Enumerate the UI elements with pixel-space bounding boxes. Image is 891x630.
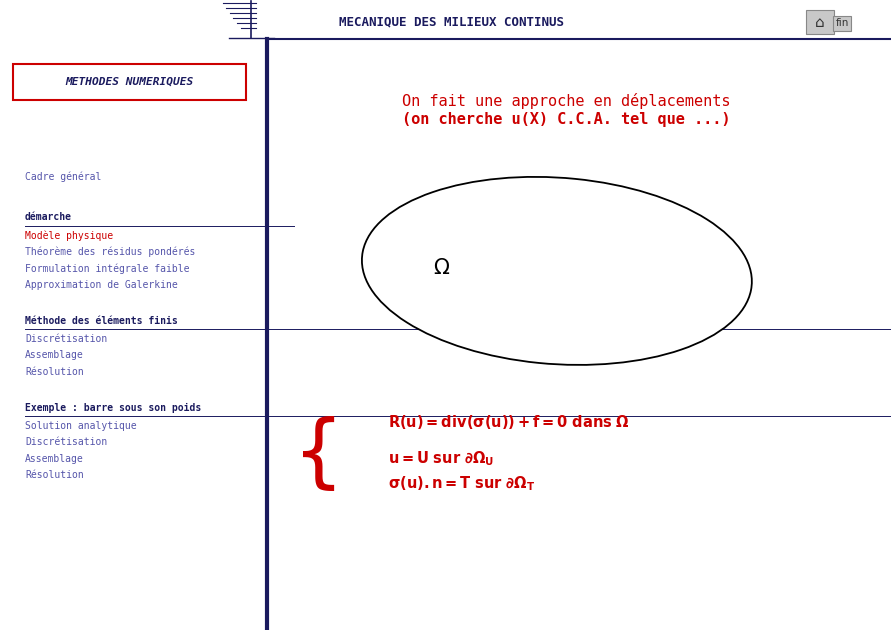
- Text: Discrétisation: Discrétisation: [25, 334, 107, 344]
- Text: (on cherche u(X) C.C.A. tel que ...): (on cherche u(X) C.C.A. tel que ...): [402, 112, 730, 127]
- Text: METHODES NUMERIQUES: METHODES NUMERIQUES: [65, 77, 193, 87]
- Text: $\mathbf{\sigma(u).n = T\ sur\ \partial\Omega_T}$: $\mathbf{\sigma(u).n = T\ sur\ \partial\…: [388, 474, 535, 493]
- Text: Exemple : barre sous son poids: Exemple : barre sous son poids: [25, 403, 201, 413]
- Text: Méthode des éléments finis: Méthode des éléments finis: [25, 316, 177, 326]
- Text: MECANIQUE DES MILIEUX CONTINUS: MECANIQUE DES MILIEUX CONTINUS: [339, 16, 564, 28]
- Text: {: {: [293, 416, 345, 494]
- Text: Solution analytique: Solution analytique: [25, 421, 136, 431]
- Text: Résolution: Résolution: [25, 470, 84, 480]
- Text: $\mathbf{R(u) = div(\sigma(u)) + f = 0\ dans\ \Omega}$: $\mathbf{R(u) = div(\sigma(u)) + f = 0\ …: [388, 413, 630, 431]
- Text: Formulation intégrale faible: Formulation intégrale faible: [25, 263, 190, 273]
- Text: Modèle physique: Modèle physique: [25, 231, 113, 241]
- Text: fin: fin: [835, 18, 849, 28]
- FancyBboxPatch shape: [806, 10, 834, 34]
- Text: Assemblage: Assemblage: [25, 454, 84, 464]
- Text: démarche: démarche: [25, 212, 72, 222]
- Text: Approximation de Galerkine: Approximation de Galerkine: [25, 280, 177, 290]
- FancyBboxPatch shape: [13, 64, 246, 100]
- Text: On fait une approche en déplacements: On fait une approche en déplacements: [402, 93, 730, 109]
- Text: Cadre général: Cadre général: [25, 171, 102, 181]
- Text: Assemblage: Assemblage: [25, 350, 84, 360]
- Text: ⌂: ⌂: [815, 14, 825, 30]
- Text: Ω: Ω: [433, 258, 449, 278]
- Text: $\mathbf{u = U\ sur\ \partial\Omega_U}$: $\mathbf{u = U\ sur\ \partial\Omega_U}$: [388, 449, 494, 468]
- Text: Théorème des résidus pondérés: Théorème des résidus pondérés: [25, 247, 195, 257]
- Text: Résolution: Résolution: [25, 367, 84, 377]
- Ellipse shape: [362, 177, 752, 365]
- Text: Discrétisation: Discrétisation: [25, 437, 107, 447]
